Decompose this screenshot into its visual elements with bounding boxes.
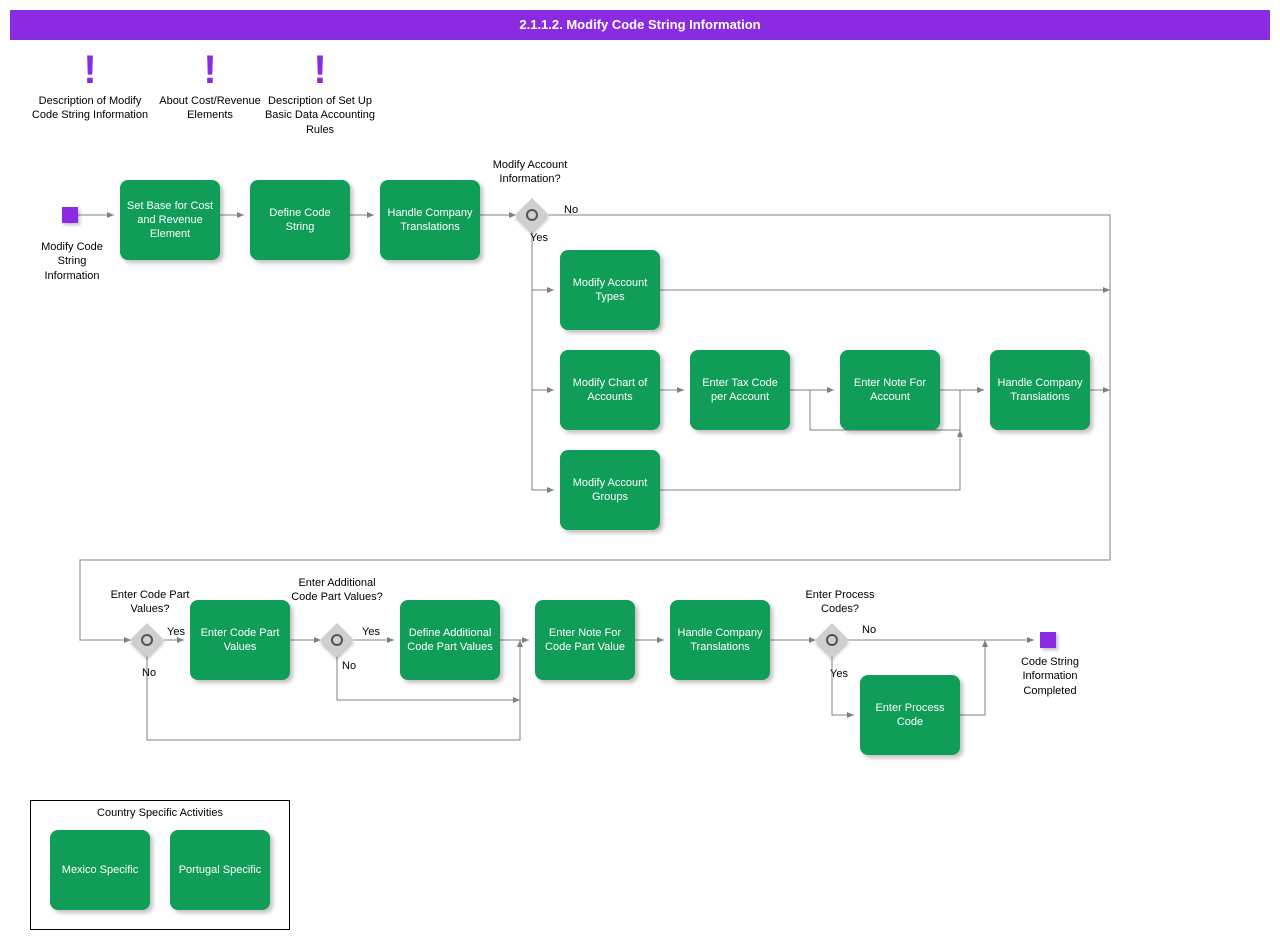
gateway-no-label: No (142, 667, 156, 679)
gateway-no-label: No (564, 204, 578, 216)
activity-node[interactable]: Enter Process Code (860, 675, 960, 755)
activity-node[interactable]: Handle Company Translations (380, 180, 480, 260)
end-terminal (1040, 632, 1056, 648)
gateway-no-label: No (342, 660, 356, 672)
gateway-diamond (130, 623, 164, 657)
activity-node[interactable]: Enter Tax Code per Account (690, 350, 790, 430)
gateway-yes-label: Yes (167, 626, 185, 638)
info-item-label: Description of Modify Code String Inform… (30, 94, 150, 123)
gateway-label: Enter Process Codes? (790, 588, 890, 617)
gateway-label: Modify Account Information? (480, 158, 580, 187)
exclamation-icon: ! (260, 50, 380, 90)
start-terminal (62, 207, 78, 223)
activity-node[interactable]: Portugal Specific (170, 830, 270, 910)
info-item-label: About Cost/Revenue Elements (150, 94, 270, 123)
activity-node[interactable]: Enter Code Part Values (190, 600, 290, 680)
exclamation-icon: ! (150, 50, 270, 90)
activity-node[interactable]: Modify Chart of Accounts (560, 350, 660, 430)
gateway-yes-label: Yes (362, 626, 380, 638)
page-title-bar: 2.1.1.2. Modify Code String Information (10, 10, 1270, 40)
activity-node[interactable]: Define Additional Code Part Values (400, 600, 500, 680)
gateway-no-label: No (862, 624, 876, 636)
activity-node[interactable]: Enter Note For Code Part Value (535, 600, 635, 680)
exclamation-icon: ! (30, 50, 150, 90)
gateway-yes-label: Yes (530, 232, 548, 244)
end-terminal-label: Code String Information Completed (1010, 655, 1090, 698)
gateway-diamond (515, 198, 549, 232)
activity-node[interactable]: Handle Company Translations (670, 600, 770, 680)
start-terminal-label: Modify Code String Information (32, 240, 112, 283)
gateway-yes-label: Yes (830, 668, 848, 680)
activity-node[interactable]: Modify Account Groups (560, 450, 660, 530)
country-box-title: Country Specific Activities (31, 801, 289, 823)
activity-node[interactable]: Set Base for Cost and Revenue Element (120, 180, 220, 260)
activity-node[interactable]: Modify Account Types (560, 250, 660, 330)
gateway-diamond (815, 623, 849, 657)
gateway-label: Enter Additional Code Part Values? (287, 576, 387, 605)
info-item[interactable]: !Description of Set Up Basic Data Accoun… (260, 50, 380, 137)
info-item[interactable]: ! Description of Modify Code String Infor… (30, 50, 150, 123)
info-item-label: Description of Set Up Basic Data Account… (260, 94, 380, 137)
activity-node[interactable]: Enter Note For Account (840, 350, 940, 430)
activity-node[interactable]: Define Code String (250, 180, 350, 260)
activity-node[interactable]: Mexico Specific (50, 830, 150, 910)
gateway-label: Enter Code Part Values? (100, 588, 200, 617)
gateway-diamond (320, 623, 354, 657)
info-item[interactable]: ! About Cost/Revenue Elements (150, 50, 270, 123)
activity-node[interactable]: Handle Company Translations (990, 350, 1090, 430)
